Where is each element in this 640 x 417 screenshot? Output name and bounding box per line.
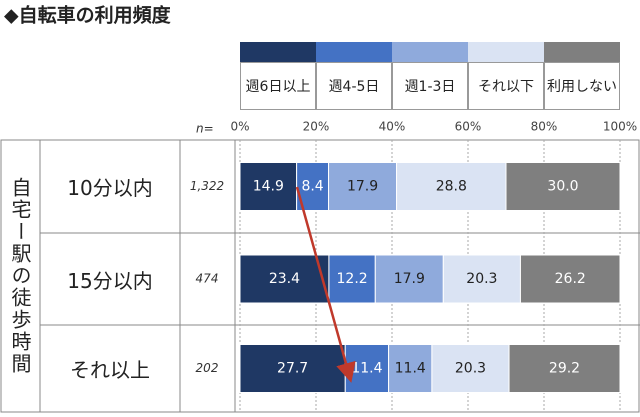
- sample-size: 474: [196, 272, 219, 286]
- value-label: 30.0: [547, 179, 578, 195]
- category-label: 10分以内: [67, 176, 153, 200]
- bar-segment: [239, 162, 298, 211]
- sample-size: 1,322: [190, 179, 224, 193]
- legend-swatch: [316, 42, 392, 62]
- value-label: 23.4: [269, 271, 300, 287]
- bar-segment: [431, 344, 510, 393]
- table-frame: [0, 139, 640, 413]
- legend-swatch: [468, 42, 544, 62]
- value-label: 14.9: [253, 179, 284, 195]
- n-label: n=: [196, 122, 214, 136]
- bar-segment: [505, 162, 621, 211]
- x-tick-label: 80%: [531, 120, 558, 134]
- legend-swatch: [392, 42, 468, 62]
- bar-segment: [442, 254, 521, 304]
- bar-segment: [519, 254, 621, 304]
- table-lines: [0, 139, 640, 413]
- value-label: 12.2: [337, 271, 368, 287]
- value-label: 20.3: [455, 361, 486, 377]
- x-tick-label: 40%: [379, 120, 406, 134]
- legend-swatch: [544, 42, 620, 62]
- legend-label: 週4-5日: [316, 62, 392, 110]
- x-tick-label: 20%: [303, 120, 330, 134]
- category-label: それ以上: [70, 358, 150, 382]
- value-label: 27.7: [277, 361, 308, 377]
- bar-segment: [396, 162, 507, 211]
- x-tick-label: 0%: [230, 120, 249, 134]
- category-label: 15分以内: [67, 268, 153, 293]
- axis-group-label: 自宅ー駅の徒歩時間: [8, 177, 32, 375]
- x-tick-label: 60%: [455, 120, 482, 134]
- value-label: 8.4: [301, 179, 323, 195]
- bar-segment: [374, 254, 444, 304]
- sample-size: 202: [196, 361, 219, 375]
- value-label: 28.8: [436, 179, 467, 195]
- bar-segment: [508, 344, 621, 393]
- value-label: 11.4: [351, 361, 382, 377]
- chart-title: ◆自転車の利用頻度: [4, 4, 172, 27]
- x-tick-label: 100%: [603, 120, 637, 134]
- value-label: 17.9: [347, 179, 378, 195]
- legend-label: 利用しない: [544, 62, 620, 110]
- bar-segment: [388, 344, 433, 393]
- value-label: 20.3: [466, 271, 497, 287]
- bar-segment: [328, 254, 376, 304]
- annotation-arrow: [295, 186, 356, 383]
- legend-swatch: [240, 42, 316, 62]
- value-label: 26.2: [555, 271, 586, 287]
- legend-label: それ以下: [468, 62, 544, 110]
- legend-label: 週6日以上: [240, 62, 316, 110]
- bar-segment: [239, 254, 330, 304]
- value-label: 29.2: [549, 361, 580, 377]
- bar-segment: [328, 162, 398, 211]
- value-label: 11.4: [395, 361, 426, 377]
- legend-label: 週1-3日: [392, 62, 468, 110]
- value-label: 17.9: [394, 271, 425, 287]
